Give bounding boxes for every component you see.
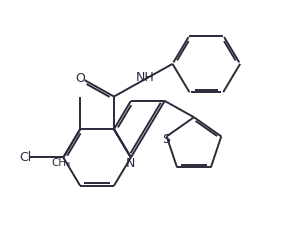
Text: N: N bbox=[126, 157, 136, 170]
Text: Cl: Cl bbox=[19, 151, 31, 164]
Text: O: O bbox=[75, 72, 85, 85]
Text: NH: NH bbox=[136, 71, 154, 84]
Text: CH₃: CH₃ bbox=[52, 158, 71, 168]
Text: S: S bbox=[163, 133, 171, 146]
